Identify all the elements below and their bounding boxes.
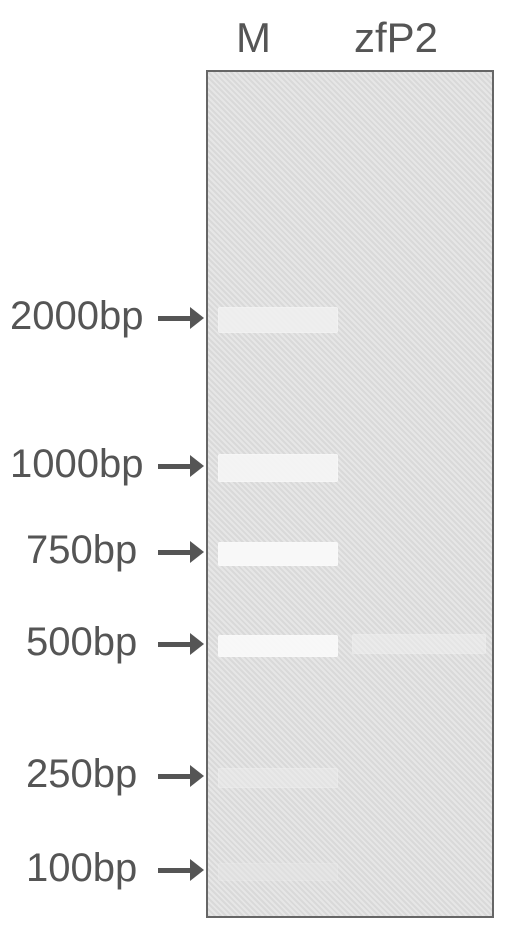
arrow-500-head	[190, 633, 204, 655]
arrow-100-shaft	[158, 868, 190, 873]
bp-label-250: 250bp	[26, 752, 137, 797]
band-M-1000	[218, 454, 338, 482]
arrow-100-head	[190, 859, 204, 881]
gel-image	[206, 70, 494, 918]
arrow-2000-head	[190, 307, 204, 329]
band-M-250	[218, 768, 338, 788]
band-M-750	[218, 542, 338, 566]
arrow-250-head	[190, 765, 204, 787]
lane-header-zfp2: zfP2	[354, 14, 438, 62]
band-M-500	[218, 635, 338, 657]
arrow-1000-head	[190, 455, 204, 477]
bp-label-750: 750bp	[26, 528, 137, 573]
arrow-750-shaft	[158, 550, 190, 555]
band-M-2000	[218, 307, 338, 333]
arrow-750-head	[190, 541, 204, 563]
bp-label-100: 100bp	[26, 846, 137, 891]
band-zfP2-500	[352, 634, 486, 654]
arrow-250-shaft	[158, 774, 190, 779]
bp-label-1000: 1000bp	[10, 442, 143, 487]
band-M-100	[218, 863, 338, 881]
arrow-2000-shaft	[158, 316, 190, 321]
lane-header-m: M	[236, 14, 271, 62]
bp-label-500: 500bp	[26, 620, 137, 665]
bp-label-2000: 2000bp	[10, 294, 143, 339]
arrow-1000-shaft	[158, 464, 190, 469]
arrow-500-shaft	[158, 642, 190, 647]
